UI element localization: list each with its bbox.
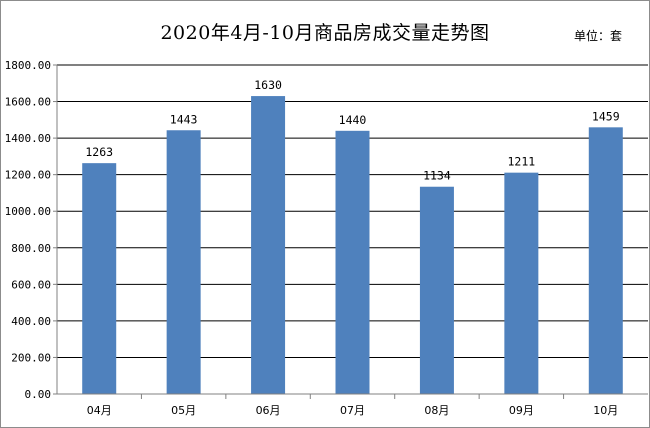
bar-08月 <box>419 186 454 394</box>
y-tick-label: 1800.00 <box>5 59 51 72</box>
x-tick-label: 04月 <box>87 404 112 417</box>
y-tick-label: 1200.00 <box>5 169 51 182</box>
y-axis-ticks: 0.00 200.00 400.00 600.00 800.00 1000.00 1200.… <box>5 59 57 401</box>
bar-10月 <box>588 127 623 395</box>
x-tick-label: 05月 <box>171 404 196 417</box>
data-label: 1630 <box>254 78 282 92</box>
data-label: 1263 <box>85 145 113 159</box>
data-label: 1134 <box>423 169 451 183</box>
bar-07月 <box>335 130 370 395</box>
data-labels: 1263 1443 1630 1440 1134 1211 1459 <box>85 78 619 183</box>
y-tick-label: 1400.00 <box>5 132 51 145</box>
bars <box>82 96 623 395</box>
data-label: 1211 <box>508 155 536 169</box>
y-tick-label: 0.00 <box>25 388 52 401</box>
y-tick-label: 200.00 <box>11 351 51 364</box>
x-axis-ticks: 04月 05月 06月 07月 08月 09月 10月 <box>87 394 618 417</box>
y-tick-label: 400.00 <box>11 315 51 328</box>
x-tick-label: 10月 <box>593 404 618 417</box>
y-tick-label: 800.00 <box>11 242 51 255</box>
chart-title: 2020年4月-10月商品房成交量走势图 <box>160 22 490 44</box>
data-label: 1440 <box>339 113 367 127</box>
unit-label: 单位：套 <box>573 29 622 43</box>
x-tick-label: 07月 <box>340 404 365 417</box>
bar-09月 <box>504 172 539 394</box>
x-tick-label: 08月 <box>424 404 449 417</box>
data-label: 1443 <box>170 112 198 126</box>
axes <box>56 65 648 395</box>
x-tick-label: 09月 <box>509 404 534 417</box>
bar-04月 <box>82 163 117 394</box>
y-tick-label: 600.00 <box>11 278 51 291</box>
y-tick-label: 1600.00 <box>5 96 51 109</box>
y-tick-label: 1000.00 <box>5 205 51 218</box>
x-tick-label: 06月 <box>256 404 281 417</box>
bar-06月 <box>251 96 286 395</box>
data-label: 1459 <box>592 109 620 123</box>
bar-05月 <box>166 130 201 395</box>
